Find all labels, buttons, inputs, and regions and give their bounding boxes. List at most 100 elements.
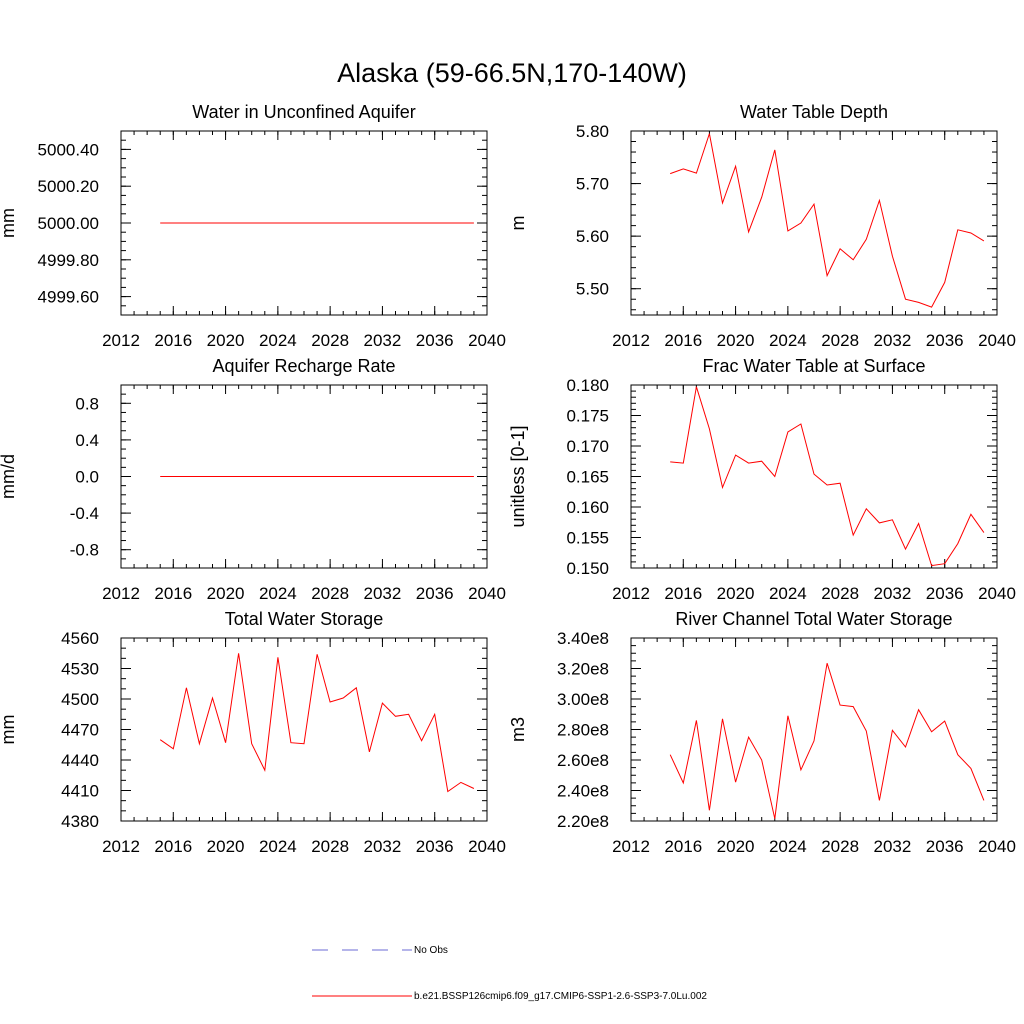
plot-frame [630, 637, 998, 822]
data-point [277, 476, 278, 477]
data-point [251, 743, 252, 744]
panel-title: Water Table Depth [740, 102, 888, 122]
data-point [421, 222, 422, 223]
data-point [866, 239, 867, 240]
x-tick-label: 2040 [468, 837, 506, 856]
data-point [238, 476, 239, 477]
data-point [460, 476, 461, 477]
data-point [905, 548, 906, 549]
legend-model-label: b.e21.BSSP126cmip6.f09_g17.CMIP6-SSP1-2.… [414, 991, 707, 1002]
data-point [434, 476, 435, 477]
data-point [983, 800, 984, 801]
x-tick-label: 2016 [664, 584, 702, 603]
x-tick-label: 2036 [926, 584, 964, 603]
y-tick-label: 2.40e8 [557, 782, 609, 801]
y-axis-label: mm [0, 715, 18, 745]
data-point [748, 462, 749, 463]
y-tick-label: 5.60 [576, 227, 609, 246]
data-point [944, 563, 945, 564]
y-tick-label: 5000.20 [38, 177, 99, 196]
data-point [356, 687, 357, 688]
data-point [277, 222, 278, 223]
data-point [826, 275, 827, 276]
y-axis-label: m [508, 216, 528, 231]
x-tick-label: 2012 [102, 331, 140, 350]
data-point [892, 519, 893, 520]
y-axis-label: mm [0, 208, 18, 238]
data-point [970, 514, 971, 515]
data-point [853, 706, 854, 707]
y-tick-label: 4530 [61, 660, 99, 679]
y-tick-label: 4500 [61, 690, 99, 709]
data-point [787, 431, 788, 432]
data-point [840, 705, 841, 706]
data-point [918, 523, 919, 524]
data-point [696, 386, 697, 387]
data-point [735, 166, 736, 167]
data-point [853, 259, 854, 260]
data-point [264, 476, 265, 477]
x-tick-label: 2024 [259, 837, 297, 856]
chart-panel-4: Frac Water Table at Surface unitless [0-1… [508, 356, 1016, 603]
data-point [186, 476, 187, 477]
y-axis-label: unitless [0-1] [508, 425, 528, 527]
x-tick-label: 2028 [311, 837, 349, 856]
x-tick-label: 2040 [978, 331, 1016, 350]
data-point [840, 483, 841, 484]
data-point [473, 222, 474, 223]
y-tick-label: 0.165 [566, 468, 609, 487]
x-tick-label: 2028 [821, 584, 859, 603]
y-tick-label: 0.8 [75, 394, 99, 413]
data-point [186, 687, 187, 688]
data-point [748, 231, 749, 232]
y-tick-label: 5.50 [576, 280, 609, 299]
data-point [186, 222, 187, 223]
data-point [369, 476, 370, 477]
data-point [421, 476, 422, 477]
chart-panel-1: Water in Unconfined Aquifer mm 2012 2016 202… [0, 102, 506, 350]
data-point [879, 200, 880, 201]
data-point [238, 222, 239, 223]
data-point [748, 737, 749, 738]
x-tick-label: 2016 [154, 331, 192, 350]
y-tick-label: 4999.60 [38, 288, 99, 307]
data-point [264, 770, 265, 771]
data-point [787, 715, 788, 716]
data-point [356, 222, 357, 223]
legend: No Obs b.e21.BSSP126cmip6.f09_g17.CMIP6-… [312, 945, 707, 1002]
panels: Water in Unconfined Aquifer mm 2012 2016 202… [0, 102, 1016, 856]
data-point [866, 730, 867, 731]
data-point [931, 307, 932, 308]
x-tick-label: 2020 [717, 331, 755, 350]
data-point [892, 730, 893, 731]
data-point [408, 714, 409, 715]
data-point [225, 222, 226, 223]
data-point [696, 172, 697, 173]
y-tick-label: 4410 [61, 782, 99, 801]
y-tick-label: 4560 [61, 629, 99, 648]
x-tick-label: 2040 [978, 837, 1016, 856]
data-point [722, 718, 723, 719]
data-point [813, 740, 814, 741]
data-point [369, 222, 370, 223]
data-point [944, 282, 945, 283]
data-point [303, 222, 304, 223]
data-point [212, 222, 213, 223]
x-tick-label: 2024 [769, 331, 807, 350]
data-point [330, 222, 331, 223]
data-point [434, 714, 435, 715]
data-point [866, 508, 867, 509]
x-tick-label: 2036 [926, 837, 964, 856]
data-point [683, 462, 684, 463]
data-point [826, 484, 827, 485]
data-point [853, 534, 854, 535]
plot-frame [120, 637, 488, 822]
x-tick-label: 2036 [926, 331, 964, 350]
data-point [460, 222, 461, 223]
data-point [447, 791, 448, 792]
x-tick-label: 2012 [102, 837, 140, 856]
x-tick-label: 2040 [468, 584, 506, 603]
data-point [957, 543, 958, 544]
data-point [199, 476, 200, 477]
